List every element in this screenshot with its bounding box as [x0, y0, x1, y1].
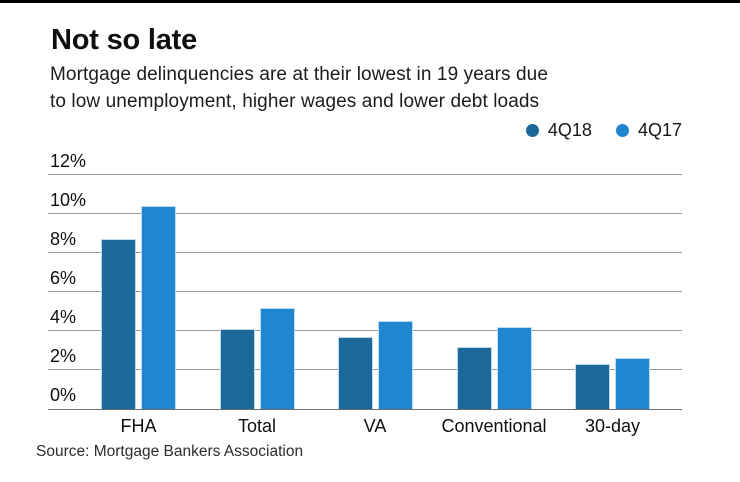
- bar-4q17-conventional: [496, 327, 532, 409]
- bar-4q18-conventional: [456, 346, 492, 409]
- chart-title: Not so late: [51, 24, 198, 56]
- legend-label-4q18: 4Q18: [547, 120, 592, 140]
- bar-group-va: [337, 321, 413, 409]
- chart-subtitle: Mortgage delinquencies are at their lowe…: [50, 62, 548, 115]
- subtitle-line-2: to low unemployment, higher wages and lo…: [50, 90, 540, 112]
- bar-4q17-fha: [141, 206, 176, 409]
- x-tick-label-30-day: 30-day: [584, 416, 641, 436]
- subtitle-line-1: Mortgage delinquencies are at their lowe…: [50, 64, 548, 85]
- bar-group-conventional: [456, 327, 532, 409]
- bar-4q18-fha: [101, 239, 136, 409]
- plot-area: 12% 10% 8% 6% 4% 2% 0% FHA Total VA Conventional 30…: [48, 152, 682, 436]
- legend: 4Q18 4Q17: [525, 120, 682, 141]
- gridline-6-: [48, 291, 682, 292]
- y-tick-label-4-: 4%: [50, 307, 77, 327]
- legend-item-4q18: 4Q18: [525, 120, 592, 141]
- top-rule: [0, 0, 740, 3]
- bar-4q17-va: [377, 321, 413, 409]
- x-tick-label-va: VA: [363, 416, 387, 436]
- bar-4q17-total: [259, 307, 295, 409]
- gridline-10-: [48, 213, 682, 214]
- bar-4q18-30-day: [575, 364, 610, 409]
- bar-group-30-day: [575, 358, 650, 409]
- y-tick-label-10-: 10%: [50, 190, 87, 210]
- legend-dot-4q17: [615, 124, 629, 137]
- y-tick-label-0-: 0%: [50, 385, 77, 405]
- bar-4q18-total: [219, 329, 255, 409]
- bar-group-total: [219, 307, 295, 409]
- y-tick-label-6-: 6%: [50, 268, 77, 288]
- gridline-12-: [48, 174, 682, 175]
- bar-4q18-va: [337, 336, 373, 409]
- bar-4q17-30-day: [615, 358, 650, 409]
- legend-item-4q17: 4Q17: [615, 120, 682, 141]
- gridline-4-: [48, 330, 682, 331]
- x-tick-label-conventional: Conventional: [441, 416, 547, 436]
- y-tick-label-8-: 8%: [50, 229, 77, 249]
- y-tick-label-2-: 2%: [50, 346, 77, 366]
- x-tick-label-fha: FHA: [120, 416, 157, 436]
- gridline-8-: [48, 252, 682, 253]
- y-tick-label-12-: 12%: [50, 151, 87, 171]
- legend-label-4q17: 4Q17: [637, 120, 682, 140]
- legend-dot-4q18: [525, 124, 539, 137]
- x-tick-label-total: Total: [237, 416, 277, 436]
- bar-group-fha: [101, 206, 176, 409]
- source-note: Source: Mortgage Bankers Association: [36, 443, 304, 460]
